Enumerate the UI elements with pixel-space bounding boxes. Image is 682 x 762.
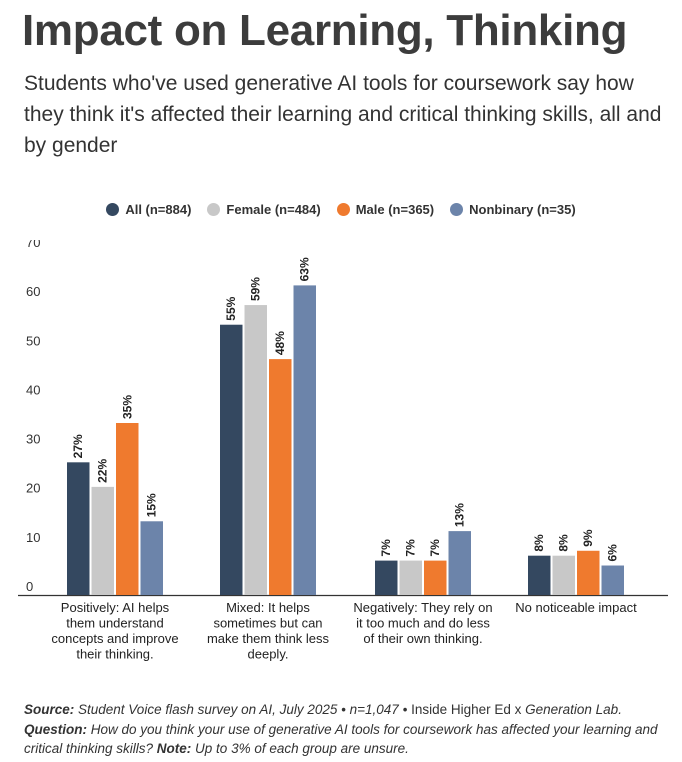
data-label: 55% — [224, 296, 238, 320]
bar — [448, 531, 471, 595]
category-label: Positively: AI helps them understand conce… — [51, 600, 178, 662]
category-label-line: concepts and improve — [51, 631, 178, 646]
category-label: Negatively: They rely on it too much and … — [353, 600, 492, 646]
legend-label: All (n=884) — [125, 202, 192, 217]
bar — [220, 324, 243, 595]
legend-swatch — [207, 203, 221, 216]
y-tick-label: 10 — [26, 530, 40, 545]
legend-label: Nonbinary (n=35) — [469, 202, 576, 217]
data-label: 8% — [557, 534, 571, 552]
source-text: Student Voice flash survey on AI, July 2… — [74, 702, 412, 717]
bar — [244, 305, 267, 595]
category-label-line: No noticeable impact — [515, 600, 637, 615]
question-text: How do you think your use of generative … — [24, 721, 658, 757]
y-tick-label: 40 — [26, 382, 40, 397]
bar-chart: 0 10 20 30 40 50 60 70 27% 22% 35% 15% Positively: A… — [18, 240, 668, 662]
source-publisher: Inside Higher Ed x — [411, 702, 526, 717]
y-tick-label: 50 — [26, 333, 40, 348]
data-label: 15% — [145, 493, 159, 517]
bar — [375, 560, 398, 595]
bar — [67, 462, 90, 595]
question-label: Question: — [24, 721, 87, 737]
legend-swatch — [336, 203, 350, 216]
category-label-line: Negatively: They rely on — [353, 600, 492, 615]
category-label-line: them understand — [66, 616, 164, 631]
legend-item: Male (n=365) — [336, 202, 435, 217]
legend-item: All (n=884) — [106, 202, 191, 217]
category-label-line: make them think less — [207, 631, 330, 646]
category-label-line: of their own thinking. — [363, 631, 482, 646]
legend-swatch — [106, 203, 120, 216]
data-label: 35% — [120, 395, 134, 419]
y-tick-label: 60 — [26, 284, 40, 299]
legend-item: Female (n=484) — [207, 202, 321, 217]
data-label: 22% — [96, 459, 110, 483]
category-label-line: their thinking. — [76, 647, 153, 662]
page-title: Impact on Learning, Thinking — [22, 6, 628, 55]
data-label: 8% — [532, 534, 546, 552]
chart-legend: All (n=884) Female (n=484) Male (n=365) Non… — [0, 202, 682, 217]
category-label-line: deeply. — [248, 647, 289, 662]
bar — [91, 486, 114, 595]
bar — [577, 550, 600, 595]
data-label: 7% — [379, 539, 393, 557]
source-label: Source: — [24, 702, 75, 717]
bar — [140, 521, 163, 595]
page-subtitle: Students who've used generative AI tools… — [24, 72, 662, 157]
data-label: 9% — [581, 529, 595, 547]
data-label: 7% — [428, 539, 442, 557]
category-label-line: Mixed: It helps — [226, 600, 310, 615]
legend-label: Male (n=365) — [355, 202, 435, 217]
bar — [269, 359, 292, 595]
legend-label: Female (n=484) — [226, 202, 321, 217]
category-label-line: Positively: AI helps — [61, 600, 170, 615]
data-label: 6% — [606, 544, 620, 562]
bar — [601, 565, 624, 595]
bar — [399, 560, 422, 595]
note-label: Note: — [153, 741, 192, 756]
category-label: No noticeable impact — [515, 600, 637, 615]
bar — [552, 555, 575, 595]
data-label: 27% — [71, 434, 85, 458]
bar — [293, 285, 316, 595]
data-label: 7% — [404, 539, 418, 557]
data-label: 13% — [453, 503, 467, 527]
note-text: Up to 3% of each group are unsure. — [191, 741, 409, 756]
bar — [528, 555, 551, 595]
category-label: Mixed: It helps sometimes but can make the… — [207, 600, 330, 662]
data-label: 48% — [273, 331, 287, 355]
data-label: 63% — [298, 257, 312, 281]
bar — [116, 423, 139, 595]
legend-item: Nonbinary (n=35) — [450, 202, 576, 217]
y-tick-label: 20 — [26, 481, 40, 496]
y-tick-label: 30 — [26, 432, 40, 447]
source-partner: Generation Lab. — [525, 702, 622, 717]
source-note: Source: Student Voice flash survey on AI… — [24, 700, 664, 759]
y-tick-label: 70 — [26, 240, 40, 250]
data-label: 59% — [249, 277, 263, 301]
category-label-line: sometimes but can — [213, 616, 322, 631]
legend-swatch — [450, 203, 464, 216]
bar — [424, 560, 447, 595]
category-label-line: it too much and do less — [356, 616, 490, 631]
y-tick-label: 0 — [26, 579, 33, 594]
